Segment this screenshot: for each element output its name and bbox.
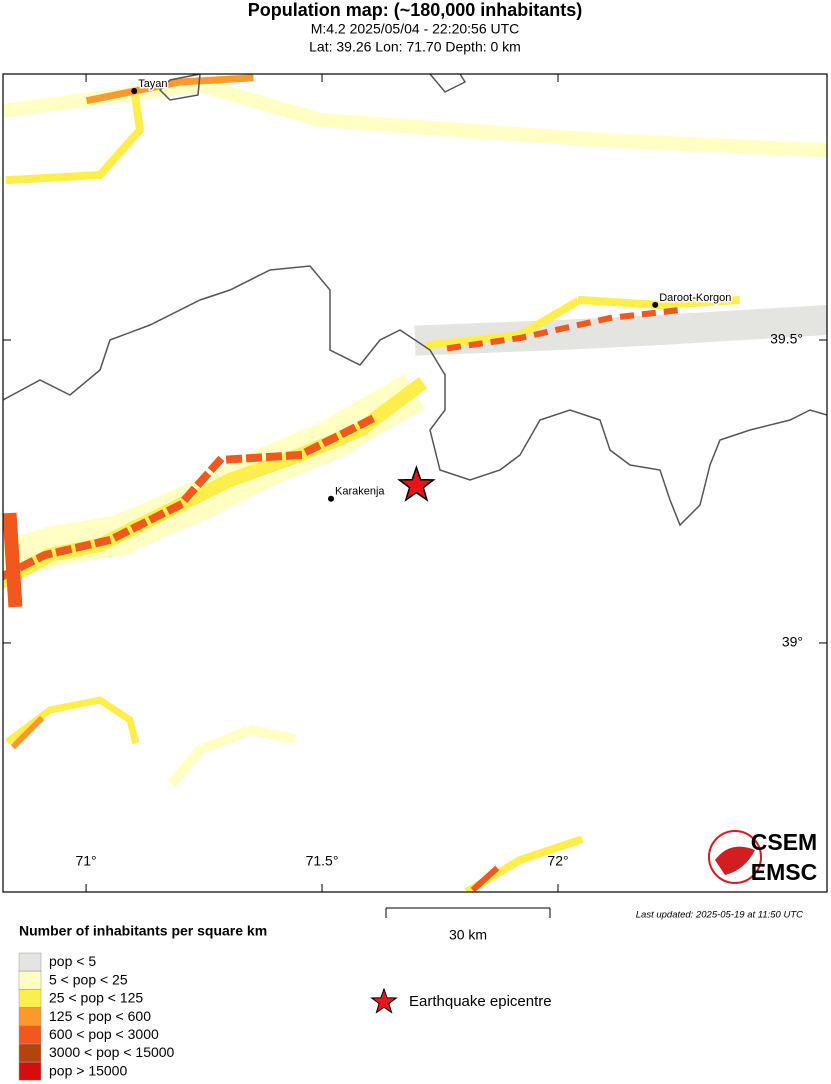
legend-swatch bbox=[18, 1061, 42, 1081]
legend-swatch bbox=[18, 970, 42, 990]
subtitle: Lat: 39.26 Lon: 71.70 Depth: 0 km bbox=[309, 39, 521, 55]
legend-label: 125 < pop < 600 bbox=[49, 1008, 151, 1024]
lon-label: 72° bbox=[547, 853, 568, 869]
city-dot bbox=[131, 87, 138, 94]
city-label: Tayan bbox=[138, 78, 167, 90]
legend-swatch bbox=[18, 989, 42, 1008]
logo-text: EMSC bbox=[751, 859, 817, 885]
legend-epicentre bbox=[370, 987, 398, 1014]
border bbox=[3, 74, 827, 527]
legend-title: Number of inhabitants per square km bbox=[19, 923, 267, 939]
map-area bbox=[3, 74, 827, 892]
city-dot bbox=[652, 301, 659, 308]
lon-label: 71° bbox=[75, 853, 96, 869]
legend-label: pop < 5 bbox=[49, 953, 96, 969]
city-label: Karakenja bbox=[335, 486, 385, 498]
legend-swatch bbox=[18, 1043, 42, 1063]
legend-label: pop > 15000 bbox=[49, 1062, 127, 1078]
lat-label: 39.5° bbox=[770, 331, 803, 347]
legend-swatch bbox=[18, 1007, 42, 1026]
scale-label: 30 km bbox=[449, 927, 487, 943]
title: Population map: (~180,000 inhabitants) bbox=[248, 0, 583, 20]
logo-text: CSEM bbox=[751, 829, 817, 855]
lat-label: 39° bbox=[782, 634, 803, 650]
city-label: Daroot-Korgon bbox=[659, 292, 731, 304]
legend-swatch bbox=[18, 1025, 42, 1045]
legend-label: 3000 < pop < 15000 bbox=[49, 1044, 175, 1060]
epicentre bbox=[397, 465, 436, 502]
legend-label: 600 < pop < 3000 bbox=[49, 1026, 159, 1042]
legend-label: 25 < pop < 125 bbox=[49, 990, 143, 1006]
legend-label: 5 < pop < 25 bbox=[49, 971, 128, 987]
lon-label: 71.5° bbox=[306, 853, 339, 869]
city-dot bbox=[327, 495, 334, 502]
map-frame bbox=[2, 73, 828, 893]
subtitle: M:4.2 2025/05/04 - 22:20:56 UTC bbox=[311, 21, 520, 37]
logo: CSEM EMSC bbox=[708, 829, 817, 885]
last-updated: Last updated: 2025-05-19 at 11:50 UTC bbox=[636, 910, 803, 921]
legend-label: Earthquake epicentre bbox=[409, 993, 552, 1010]
population-cells bbox=[3, 74, 827, 892]
legend-swatch bbox=[18, 952, 42, 972]
